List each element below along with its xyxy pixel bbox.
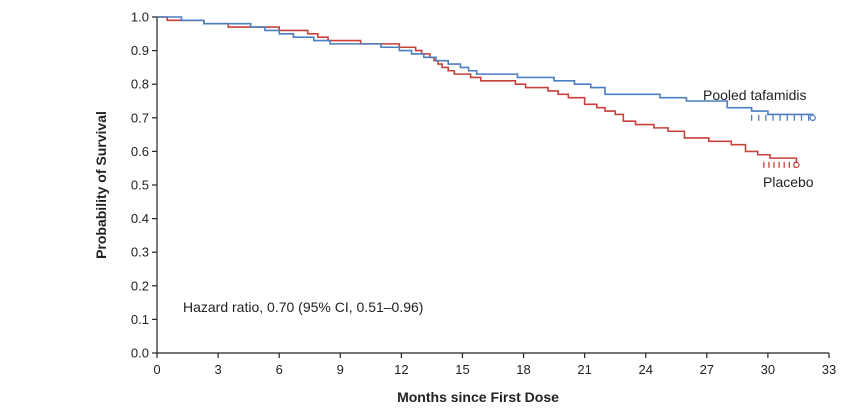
x-tick-label: 21 [577, 362, 591, 377]
y-tick-label: 0.8 [131, 77, 149, 92]
survival-curves [157, 16, 814, 165]
y-axis-ticks: 0.0 0.1 0.2 0.3 0.4 0.5 0.6 0.7 0.8 0.9 1.0 [131, 10, 157, 361]
x-axis-ticks: 0 3 6 9 12 15 18 21 24 27 30 33 [153, 353, 836, 377]
x-tick-label: 12 [394, 362, 408, 377]
x-tick-label: 24 [638, 362, 652, 377]
hazard-ratio-annotation: Hazard ratio, 0.70 (95% CI, 0.51–0.96) [183, 299, 423, 315]
y-tick-label: 0.4 [131, 211, 149, 226]
y-tick-label: 0.7 [131, 110, 149, 125]
survival-curve-tafamidis [157, 16, 814, 118]
y-tick-label: 0.5 [131, 178, 149, 193]
y-tick-label: 0.2 [131, 278, 149, 293]
x-tick-label: 33 [822, 362, 836, 377]
y-tick-label: 0.0 [131, 346, 149, 361]
x-tick-label: 30 [761, 362, 775, 377]
y-tick-label: 1.0 [131, 10, 149, 25]
x-tick-label: 15 [455, 362, 469, 377]
axes: 0 3 6 9 12 15 18 21 24 27 30 33 0.00.10.20.30.40.50… [131, 10, 836, 378]
censor-marks [750, 114, 816, 169]
x-tick-label: 18 [516, 362, 530, 377]
y-tick-label: 0.3 [131, 245, 149, 260]
x-tick-label: 3 [214, 362, 221, 377]
x-tick-label: 0 [153, 362, 160, 377]
x-tick-label: 27 [700, 362, 714, 377]
x-tick-label: 9 [337, 362, 344, 377]
censor-end-marker [793, 161, 800, 169]
y-tick-label: 0.9 [131, 43, 149, 58]
y-tick-label: 0.1 [131, 312, 149, 327]
series-label-placebo: Placebo [763, 174, 814, 190]
series-label-tafamidis: Pooled tafamidis [703, 87, 807, 103]
x-tick-label: 6 [276, 362, 283, 377]
censor-end-marker [809, 114, 816, 122]
y-axis-title: Probability of Survival [93, 111, 109, 259]
x-axis-title: Months since First Dose [397, 389, 559, 405]
survival-curve-placebo [157, 16, 798, 165]
y-tick-label: 0.6 [131, 144, 149, 159]
